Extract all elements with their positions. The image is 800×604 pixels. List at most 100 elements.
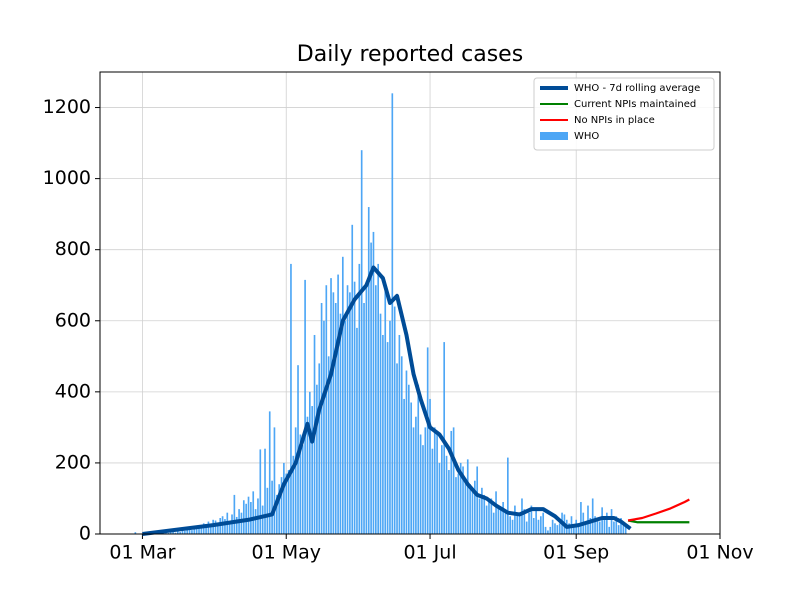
bar <box>344 321 346 534</box>
bar <box>498 506 500 534</box>
bar <box>271 481 273 534</box>
bar <box>309 392 311 534</box>
bar <box>507 458 509 534</box>
bar <box>542 513 544 534</box>
bar <box>417 385 419 534</box>
bar <box>446 456 448 534</box>
bar <box>521 498 523 534</box>
bar <box>403 399 405 534</box>
bar <box>396 363 398 534</box>
bar <box>248 497 250 534</box>
bar <box>505 513 507 534</box>
bar <box>234 495 236 534</box>
bar <box>337 275 339 534</box>
bar <box>580 502 582 534</box>
bar <box>573 527 575 534</box>
bar <box>321 303 323 534</box>
bar <box>604 520 606 534</box>
bar <box>295 427 297 534</box>
bar <box>597 520 599 534</box>
bar <box>601 507 603 534</box>
y-tick-label: 1200 <box>43 96 91 118</box>
bar <box>432 449 434 534</box>
bar <box>422 445 424 534</box>
bar <box>420 434 422 534</box>
bar <box>427 347 429 534</box>
bar <box>252 491 254 534</box>
bar <box>349 292 351 534</box>
bar <box>483 495 485 534</box>
bar <box>479 498 481 534</box>
bar <box>547 530 549 534</box>
bar <box>519 514 521 534</box>
bar <box>559 523 561 534</box>
bar <box>554 523 556 534</box>
bar <box>526 522 528 534</box>
bar <box>333 292 335 534</box>
bar <box>424 427 426 534</box>
bar <box>533 518 535 534</box>
bar <box>436 434 438 534</box>
line <box>628 500 689 521</box>
bar <box>363 303 365 534</box>
bar <box>358 264 360 534</box>
bar <box>512 520 514 534</box>
line <box>628 520 689 522</box>
bar <box>290 264 292 534</box>
x-tick-label: 01 Nov <box>686 542 753 564</box>
line <box>142 267 630 534</box>
bar <box>368 207 370 534</box>
bar <box>458 474 460 534</box>
bar <box>243 500 245 534</box>
bar <box>535 509 537 534</box>
bar <box>599 522 601 534</box>
bar <box>486 506 488 534</box>
bar <box>450 431 452 534</box>
bar <box>259 449 261 534</box>
bar <box>215 520 217 534</box>
bar <box>538 520 540 534</box>
y-tick-label: 400 <box>55 380 91 402</box>
bar <box>391 93 393 534</box>
bar <box>342 257 344 534</box>
bar <box>307 417 309 534</box>
bar <box>493 513 495 534</box>
bar <box>316 385 318 534</box>
bar <box>465 481 467 534</box>
bar <box>264 449 266 534</box>
bar <box>509 516 511 534</box>
bar <box>540 516 542 534</box>
bar <box>370 243 372 534</box>
bar <box>283 463 285 534</box>
bar <box>441 445 443 534</box>
bar <box>413 427 415 534</box>
bar <box>347 285 349 534</box>
bar <box>267 488 269 534</box>
bar <box>384 289 386 534</box>
bar <box>340 314 342 534</box>
bar <box>191 530 193 534</box>
bar <box>241 513 243 534</box>
bar <box>448 470 450 534</box>
bar <box>318 363 320 534</box>
bar <box>335 303 337 534</box>
bar <box>394 307 396 534</box>
y-tick-label: 800 <box>55 238 91 260</box>
legend-label: WHO <box>574 131 599 142</box>
legend-label: No NPIs in place <box>574 115 655 126</box>
bar <box>502 502 504 534</box>
y-tick-label: 1000 <box>43 167 91 189</box>
bar <box>453 427 455 534</box>
x-tick-label: 01 May <box>251 542 321 564</box>
bar <box>389 321 391 534</box>
bar <box>514 506 516 534</box>
bar <box>401 356 403 534</box>
x-tick-label: 01 Mar <box>109 542 175 564</box>
bar <box>366 285 368 534</box>
bar <box>415 417 417 534</box>
bar <box>587 506 589 534</box>
bar <box>373 232 375 534</box>
bar <box>429 399 431 534</box>
bar <box>618 525 620 534</box>
bar <box>439 463 441 534</box>
